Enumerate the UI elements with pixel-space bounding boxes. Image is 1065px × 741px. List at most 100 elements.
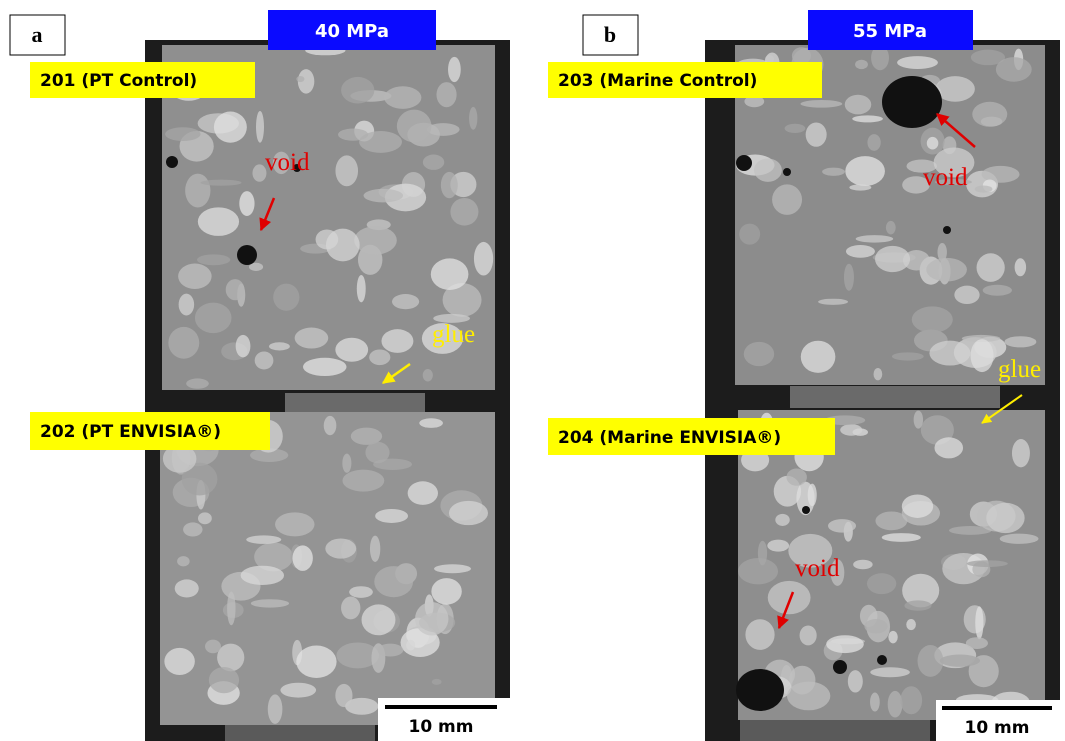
aggregate (904, 600, 931, 610)
aggregate (927, 137, 939, 150)
aggregate (362, 604, 396, 635)
aggregate (292, 545, 312, 571)
aggregate (808, 484, 817, 507)
aggregate (864, 619, 887, 633)
aggregate (845, 156, 885, 186)
aggregate (296, 76, 304, 82)
aggregate (427, 123, 460, 136)
aggregate (875, 246, 910, 272)
aggregate (806, 122, 827, 146)
aggregate (874, 368, 883, 380)
aggregate (177, 556, 190, 566)
aggregate (967, 560, 1008, 567)
aggregate (408, 481, 438, 505)
aggregate (365, 442, 389, 463)
aggregate (822, 168, 845, 176)
figure: a 40 MPa b 55 MPa 201 (PT Control) 202 (… (0, 0, 1065, 741)
aggregate (349, 586, 373, 598)
strength-label: 40 MPa (315, 21, 389, 42)
aggregate (867, 573, 896, 594)
specimen-label: 201 (PT Control) (40, 71, 197, 91)
specimen-label: 204 (Marine ENVISIA®) (558, 428, 781, 448)
aggregate (975, 185, 993, 192)
aggregate (397, 110, 432, 143)
aggregate (303, 358, 347, 376)
aggregate (255, 351, 274, 369)
aggregate (370, 536, 380, 562)
aggregate (432, 679, 442, 685)
aggregate (335, 155, 358, 186)
aggregate (381, 329, 413, 353)
aggregate (431, 258, 469, 290)
aggregate (848, 670, 863, 692)
aggregate (986, 503, 1024, 533)
aggregate (934, 437, 963, 458)
aggregate (198, 207, 239, 236)
aggregate (800, 625, 817, 645)
aggregate (198, 512, 212, 524)
aggregate (828, 519, 856, 532)
aggregate (954, 286, 979, 304)
aggregate (846, 245, 875, 258)
aggregate (892, 352, 924, 360)
aggregate (179, 294, 195, 316)
aggregate (867, 134, 880, 151)
aggregate (205, 640, 221, 654)
aggregate (900, 686, 922, 714)
aggregate (392, 294, 419, 309)
aggregate (912, 306, 953, 332)
aggregate (844, 264, 854, 291)
aggregate (431, 578, 461, 605)
aggregate (324, 416, 337, 435)
strength-label: 55 MPa (853, 21, 927, 42)
annotation: void (923, 164, 968, 191)
scale-label: 10 mm (964, 718, 1029, 738)
aggregate (897, 56, 938, 69)
scale-label: 10 mm (408, 717, 473, 737)
aggregate (419, 418, 443, 428)
aggregate (342, 454, 351, 473)
aggregate (415, 602, 448, 635)
aggregate (369, 349, 390, 365)
aggregate (845, 95, 872, 115)
aggregate (940, 655, 980, 667)
annotation: void (265, 149, 310, 176)
aggregate (983, 285, 1012, 296)
aggregate (882, 533, 921, 542)
aggregate (246, 535, 281, 543)
aggregate (758, 541, 767, 566)
aggregate (739, 224, 760, 245)
aggregate (195, 303, 232, 334)
panel-label: a (32, 22, 43, 47)
aggregate (902, 494, 933, 517)
aggregate (354, 226, 397, 254)
aggregate (175, 579, 199, 597)
aggregate (853, 560, 872, 569)
aggregate (785, 124, 806, 133)
aggregate (1000, 534, 1039, 544)
aggregate (852, 115, 883, 122)
aggregate (977, 253, 1005, 282)
aggregate (178, 263, 211, 289)
aggregate (855, 60, 868, 69)
aggregate (449, 501, 488, 525)
aggregate (767, 540, 789, 552)
aggregate (888, 691, 903, 718)
aggregate (168, 327, 199, 359)
aggregate (450, 198, 478, 226)
aggregate (441, 172, 458, 198)
aggregate (186, 378, 209, 388)
aggregate (214, 112, 247, 143)
aggregate (335, 684, 352, 707)
aggregate (251, 599, 289, 607)
aggregate (787, 682, 830, 711)
aggregate (326, 229, 360, 262)
aggregate (423, 155, 444, 170)
aggregate (275, 512, 314, 536)
aggregate (436, 82, 456, 107)
aggregate (342, 470, 384, 492)
specimen-label: 203 (Marine Control) (558, 71, 757, 91)
aggregate (200, 180, 241, 186)
aggregate (325, 539, 356, 559)
aggregate (374, 566, 413, 597)
